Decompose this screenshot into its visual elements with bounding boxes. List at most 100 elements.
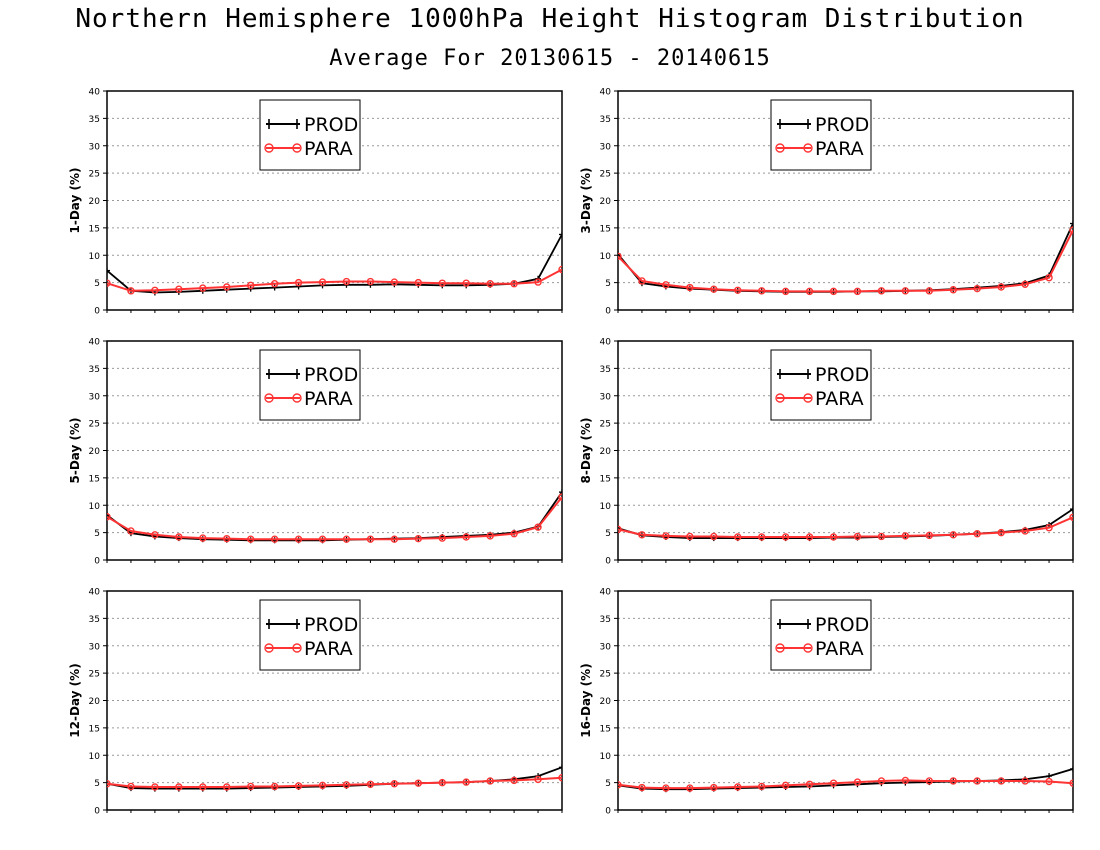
data-point bbox=[781, 287, 790, 296]
data-point bbox=[295, 283, 302, 290]
data-point bbox=[107, 513, 111, 521]
data-point bbox=[534, 278, 542, 286]
data-point bbox=[925, 777, 934, 785]
data-point bbox=[710, 783, 718, 792]
data-point bbox=[638, 783, 646, 792]
y-tick-label: 35 bbox=[89, 615, 100, 625]
plot-frame bbox=[617, 590, 1074, 811]
y-tick-label: 25 bbox=[89, 170, 100, 180]
data-point bbox=[223, 534, 231, 543]
legend-label: PROD bbox=[815, 364, 869, 386]
data-point bbox=[973, 777, 981, 785]
y-tick-label: 20 bbox=[89, 697, 101, 707]
data-point bbox=[510, 530, 518, 538]
y-tick-label: 30 bbox=[89, 642, 101, 652]
data-point bbox=[1045, 273, 1053, 282]
data-point bbox=[462, 778, 470, 786]
y-tick-label: 10 bbox=[600, 752, 612, 762]
data-point bbox=[318, 535, 327, 543]
legend-label: PARA bbox=[304, 638, 353, 660]
data-point bbox=[151, 783, 159, 791]
data-point bbox=[342, 781, 351, 789]
data-point bbox=[414, 779, 423, 787]
series-para bbox=[107, 265, 562, 295]
y-tick-label: 35 bbox=[600, 115, 611, 125]
legend-marker bbox=[264, 143, 274, 153]
data-point bbox=[175, 533, 183, 541]
y-axis-label: 12-Day (%) bbox=[68, 663, 82, 737]
data-point bbox=[390, 780, 399, 788]
legend-marker bbox=[264, 643, 274, 653]
data-point bbox=[414, 278, 423, 287]
y-tick-label: 30 bbox=[600, 142, 612, 152]
series-prod bbox=[618, 220, 1073, 295]
data-point bbox=[175, 285, 183, 293]
data-point bbox=[949, 286, 957, 294]
y-axis-label: 8-Day (%) bbox=[579, 417, 593, 483]
figure-title: Northern Hemisphere 1000hPa Height Histo… bbox=[75, 4, 1025, 34]
legend-entry-prod: PROD bbox=[266, 614, 358, 636]
data-point bbox=[223, 283, 231, 291]
legend-box bbox=[259, 599, 361, 671]
data-point bbox=[246, 782, 255, 791]
plot-frame bbox=[106, 590, 563, 811]
series-line-prod bbox=[107, 233, 562, 294]
data-point bbox=[270, 280, 279, 288]
data-point bbox=[638, 531, 646, 539]
data-point bbox=[757, 533, 766, 541]
data-point bbox=[805, 780, 814, 788]
data-point bbox=[438, 279, 446, 287]
data-point bbox=[1070, 506, 1073, 513]
data-point bbox=[781, 533, 790, 541]
data-point bbox=[734, 286, 742, 294]
data-point bbox=[877, 287, 886, 295]
series-line-para bbox=[618, 516, 1073, 538]
data-point bbox=[997, 777, 1005, 785]
legend-box bbox=[770, 99, 872, 171]
legend-label: PROD bbox=[304, 614, 358, 636]
y-tick-label: 15 bbox=[89, 474, 100, 484]
data-point bbox=[127, 782, 135, 791]
legend-label: PARA bbox=[815, 388, 864, 410]
data-point bbox=[107, 780, 111, 788]
y-tick-label: 40 bbox=[600, 338, 612, 348]
data-point bbox=[246, 535, 255, 543]
series-line-para bbox=[107, 268, 562, 292]
y-tick-label: 35 bbox=[600, 365, 611, 375]
legend-label: PARA bbox=[815, 638, 864, 660]
legend-marker bbox=[775, 143, 785, 153]
data-point bbox=[294, 782, 303, 790]
data-point bbox=[1070, 765, 1073, 772]
data-point bbox=[1069, 513, 1073, 521]
data-point bbox=[1021, 777, 1029, 785]
y-tick-label: 10 bbox=[600, 252, 612, 262]
data-point bbox=[710, 532, 718, 541]
data-point bbox=[997, 528, 1005, 537]
data-point bbox=[199, 534, 207, 542]
legend-entry-para: PARA bbox=[264, 638, 353, 660]
data-point bbox=[558, 493, 562, 501]
series-para bbox=[618, 513, 1073, 541]
data-point bbox=[1045, 777, 1053, 786]
data-point bbox=[829, 533, 838, 541]
legend-entry-para: PARA bbox=[264, 388, 353, 410]
legend-entry-prod: PROD bbox=[777, 614, 869, 636]
data-point bbox=[558, 773, 562, 782]
data-point bbox=[294, 278, 303, 287]
data-point bbox=[829, 779, 838, 787]
y-tick-label: 35 bbox=[89, 365, 100, 375]
data-point bbox=[1069, 226, 1073, 234]
series-para bbox=[107, 493, 562, 543]
legend-entry-prod: PROD bbox=[777, 364, 869, 386]
y-tick-label: 0 bbox=[605, 557, 611, 567]
data-point bbox=[366, 277, 375, 286]
data-point bbox=[638, 277, 646, 285]
y-tick-label: 35 bbox=[89, 115, 100, 125]
data-point bbox=[973, 284, 981, 293]
series-prod bbox=[107, 231, 562, 296]
legend-marker bbox=[803, 143, 813, 153]
